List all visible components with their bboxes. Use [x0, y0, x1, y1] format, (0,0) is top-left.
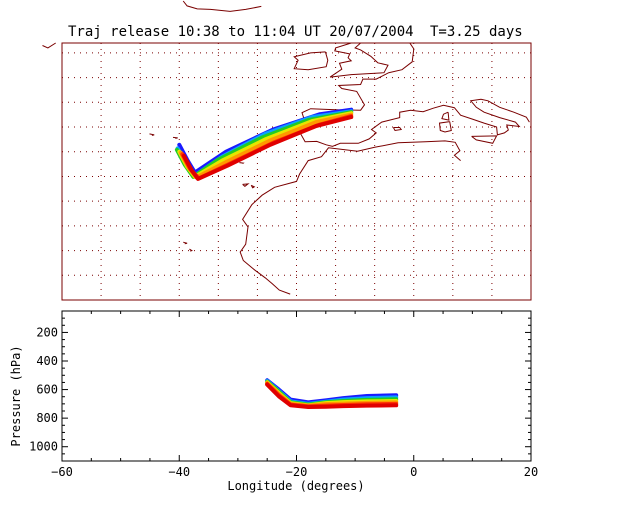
coastline-segment	[182, 0, 262, 12]
x-axis-label: Longitude (degrees)	[227, 479, 364, 493]
coastline-segment	[471, 135, 498, 144]
coastline-segment	[392, 127, 403, 132]
coastline-segment	[293, 51, 329, 71]
pressure-ticks: −60 −40 −20 0 20 200 400 600 800 1000	[29, 311, 538, 479]
coastline-segment	[250, 184, 256, 189]
coastline-segment	[42, 42, 56, 49]
map-trajectory	[181, 115, 354, 181]
pressure-tracks	[265, 378, 399, 409]
coastline-segment	[242, 183, 250, 187]
map-frame	[61, 42, 532, 301]
map-grid	[62, 43, 531, 300]
x-tick-label: 0	[410, 465, 417, 479]
coastline-segment	[239, 162, 245, 165]
coastline-segment	[183, 241, 188, 245]
coastline-segment	[438, 121, 452, 133]
coastline-segment	[299, 42, 530, 147]
x-tick-label: −40	[168, 465, 190, 479]
coastline-segment	[149, 133, 155, 136]
coastline-segment	[189, 248, 193, 252]
duration-label: T=3.25 days	[430, 24, 523, 40]
coastline-segment	[441, 111, 450, 121]
x-tick-label: 20	[524, 465, 538, 479]
coastline	[42, 0, 530, 295]
x-tick-label: −20	[286, 465, 308, 479]
trajectory-tracks	[174, 107, 354, 181]
pressure-frame	[61, 310, 532, 462]
trajectory-map-panel	[42, 0, 532, 301]
y-tick-label: 1000	[29, 440, 58, 454]
y-axis-label: Pressure (hPa)	[9, 345, 23, 446]
y-tick-label: 400	[36, 354, 58, 368]
y-tick-label: 800	[36, 411, 58, 425]
chart-title: Traj release 10:38 to 11:04 UT 20/07/200…	[68, 24, 414, 40]
coastline-segment	[329, 42, 389, 78]
coastline-segment	[172, 136, 178, 139]
x-tick-label: −60	[51, 465, 73, 479]
y-tick-label: 600	[36, 383, 58, 397]
coastline-segment	[239, 140, 461, 295]
pressure-panel: −60 −40 −20 0 20 200 400 600 800 1000 Longitude (…	[9, 310, 538, 493]
pressure-trajectory	[265, 382, 399, 409]
y-tick-label: 200	[36, 325, 58, 339]
